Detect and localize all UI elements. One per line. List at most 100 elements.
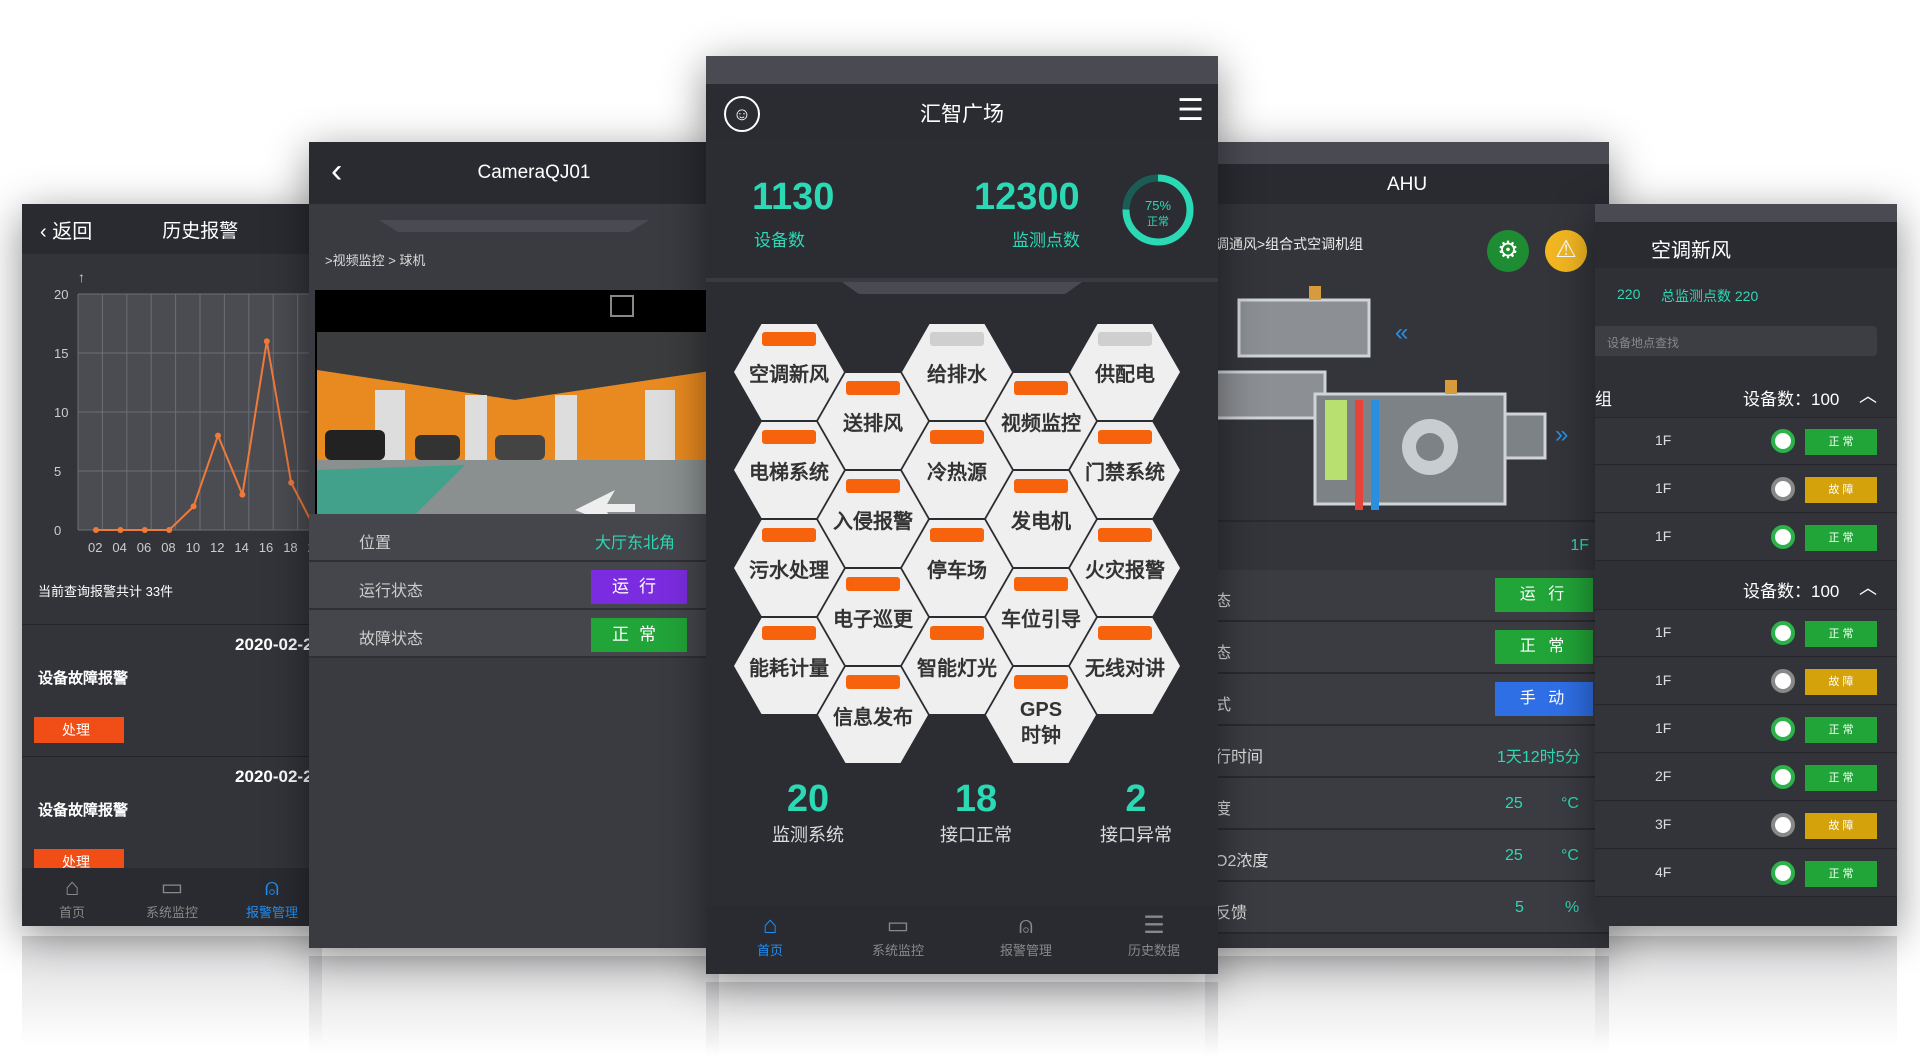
subsystem-label: 电梯系统 [749, 462, 829, 484]
alarm-item[interactable]: 2020-02-26 设备故障报警 处理 [22, 624, 322, 752]
header: ‹ CameraQJ01 [309, 142, 719, 204]
status-badge: 正 常 [1805, 621, 1877, 647]
subsystem-tile[interactable]: 无线对讲 [1070, 618, 1180, 714]
group-header[interactable]: 组 设备数：100 ︿ [1595, 370, 1897, 418]
nav-history[interactable]: ☰ 历史数据 [1090, 906, 1218, 974]
user-profile-icon[interactable]: ☺ [724, 96, 760, 132]
alarm-item[interactable]: 2020-02-26 设备故障报警 处理 [22, 756, 322, 884]
status-cap [762, 528, 816, 542]
header: ‹ 返回 历史报警 [22, 204, 322, 254]
status-badge: 故 障 [1805, 813, 1877, 839]
data-point [288, 479, 295, 486]
status-cap [762, 626, 816, 640]
run-status-button[interactable]: 运 行 [1495, 578, 1593, 612]
nav-alarm[interactable]: ⍝ 报警管理 [962, 906, 1090, 974]
ahu-diagram: « » [1205, 286, 1568, 510]
search-input[interactable]: 设备地点查找 [1595, 326, 1877, 356]
header: 空调新风 [1595, 204, 1897, 268]
subsystem-tile[interactable]: 智能灯光 [902, 618, 1012, 714]
y-axis-arrow: ↑ [78, 269, 85, 285]
alarm-date: 2020-02-26 [235, 767, 322, 786]
floor-label: 1F [1655, 624, 1672, 640]
y-tick-label: 0 [54, 523, 61, 538]
subsystem-tile[interactable]: 门禁系统 [1070, 422, 1180, 518]
status-cap [1014, 577, 1068, 591]
row-feedback: 反馈 5% [1205, 882, 1609, 934]
nav-monitor[interactable]: ▭ 系统监控 [834, 906, 962, 974]
device-row[interactable]: 1F 正 常 [1595, 610, 1897, 657]
x-tick-label: 08 [161, 540, 175, 555]
status-cap [1014, 675, 1068, 689]
subsystem-tile[interactable]: 给排水 [902, 324, 1012, 420]
nav-alarm[interactable]: ⍝ 报警管理 [222, 868, 322, 926]
subsystem-tile[interactable]: 停车场 [902, 520, 1012, 616]
device-row[interactable]: 4F 正 常 [1595, 850, 1897, 897]
floor-row: 1F [1205, 520, 1609, 570]
menu-icon[interactable]: ☰ [1177, 94, 1204, 127]
back-icon[interactable]: ‹ [331, 152, 343, 190]
status-badge: 正 常 [1805, 765, 1877, 791]
device-row[interactable]: 1F 正 常 [1595, 418, 1897, 465]
device-row[interactable]: 1F 故 障 [1595, 658, 1897, 705]
device-row[interactable]: 1F 正 常 [1595, 514, 1897, 561]
device-row[interactable]: 3F 故 障 [1595, 802, 1897, 849]
subsystem-tile[interactable]: 入侵报警 [818, 471, 928, 567]
subsystem-tile[interactable]: 供配电 [1070, 324, 1180, 420]
row-label: 位置 [359, 535, 392, 552]
row-label: 度 [1215, 801, 1232, 818]
nav-label: 历史数据 [1127, 943, 1180, 958]
floor-label: 1F [1655, 480, 1672, 496]
chevron-up-icon[interactable]: ︿ [1859, 386, 1877, 406]
status-badge: 正 常 [1805, 429, 1877, 455]
home-icon: ⌂ [64, 874, 80, 901]
group-header[interactable]: 设备数：100 ︿ [1595, 562, 1897, 610]
subsystem-tile[interactable]: 电子巡更 [818, 569, 928, 665]
subsystem-tile[interactable]: 能耗计量 [734, 618, 844, 714]
stat-ok: 18 接口正常 [896, 778, 1056, 847]
status-cap [930, 332, 984, 346]
fan-icon [1771, 813, 1795, 837]
device-row[interactable]: 1F 故 障 [1595, 466, 1897, 513]
subsystem-tile[interactable]: 车位引导 [986, 569, 1096, 665]
nav-monitor[interactable]: ▭ 系统监控 [122, 868, 222, 926]
subsystem-tile[interactable]: GPS 时钟 [986, 667, 1096, 763]
ac-fresh-air-screen: 空调新风 220 总监测点数 220 设备地点查找 组 设备数：100 ︿ 1F… [1595, 204, 1897, 926]
device-row[interactable]: 2F 正 常 [1595, 754, 1897, 801]
nav-home[interactable]: ⌂ 首页 [22, 868, 122, 926]
subsystem-tile[interactable]: 信息发布 [818, 667, 928, 763]
handle-button[interactable]: 处理 [34, 717, 124, 743]
subsystem-tile[interactable]: 冷热源 [902, 422, 1012, 518]
nav-home[interactable]: ⌂ 首页 [706, 906, 834, 974]
alarm-date: 2020-02-26 [235, 635, 322, 654]
group-label: 组 [1595, 390, 1612, 409]
camera-screen: ‹ CameraQJ01 >视频监控 > 球机 位置 大厅东北角 运行状态 [309, 142, 719, 948]
mode-button[interactable]: 手 动 [1495, 682, 1593, 716]
row-label: 故障状态 [359, 631, 424, 648]
subsystem-label: 信息发布 [833, 707, 913, 729]
row-runtime: 行时间 1天12时5分 [1205, 726, 1609, 778]
subsystem-tile[interactable]: 视频监控 [986, 373, 1096, 469]
back-button[interactable]: ‹ 返回 [40, 220, 93, 243]
warning-icon[interactable]: ⚠ [1545, 230, 1587, 272]
subsystem-tile[interactable]: 空调新风 [734, 324, 844, 420]
fan-icon [1771, 621, 1795, 645]
normal-ratio-ring: 75% 正常 [1122, 174, 1194, 246]
fault-status-button[interactable]: 正 常 [1495, 630, 1593, 664]
fan-icon [1771, 669, 1795, 693]
stat-value: 20 [786, 778, 830, 820]
subsystem-tile[interactable]: 发电机 [986, 471, 1096, 567]
subsystem-label: 停车场 [927, 560, 987, 582]
ahu-screen: AHU 调通风>组合式空调机组 ⚙ ⚠ « » 1F 态运 行 态正 常 式手 … [1205, 142, 1609, 948]
fan-icon [1771, 717, 1795, 741]
total-count: 当前查询报警共计 33件 [38, 584, 174, 599]
subsystem-tile[interactable]: 火灾报警 [1070, 520, 1180, 616]
subsystem-tile[interactable]: 污水处理 [734, 520, 844, 616]
device-count-label: 设备数 [754, 231, 805, 250]
subsystem-label: 门禁系统 [1085, 462, 1165, 484]
device-row[interactable]: 1F 正 常 [1595, 706, 1897, 753]
chevron-up-icon[interactable]: ︿ [1859, 578, 1877, 598]
subsystem-tile[interactable]: 电梯系统 [734, 422, 844, 518]
settings-gear-icon[interactable]: ⚙ [1487, 230, 1529, 272]
subsystem-tile[interactable]: 送排风 [818, 373, 928, 469]
